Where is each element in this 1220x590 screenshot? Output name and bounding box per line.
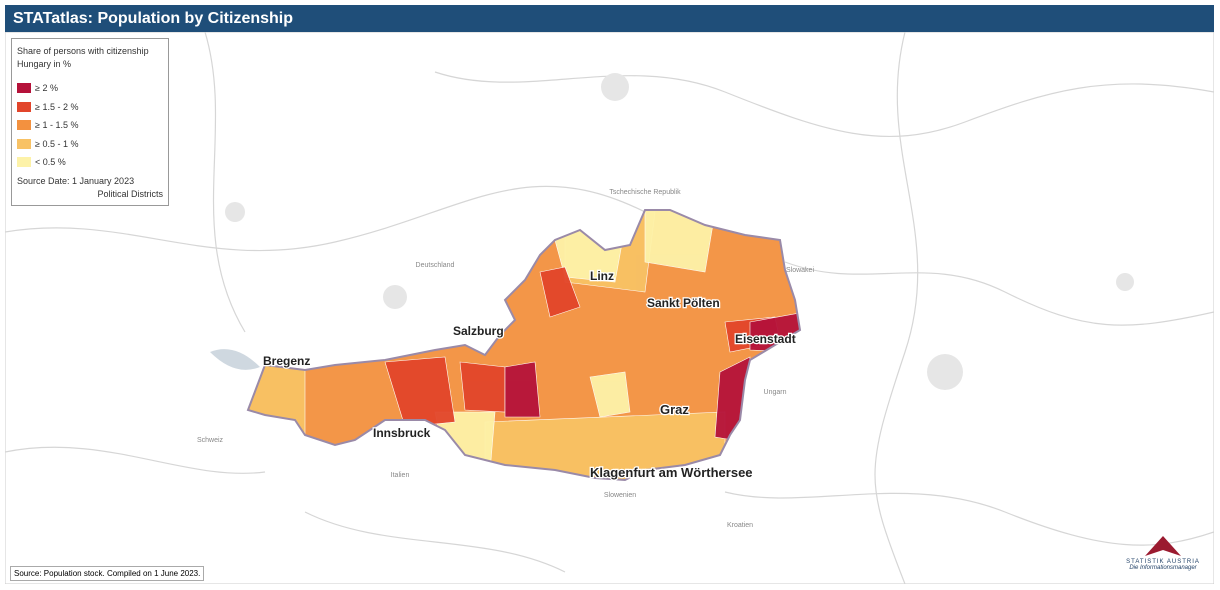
legend-swatch bbox=[17, 101, 31, 112]
city-label: Graz bbox=[660, 402, 689, 417]
logo-text: STATISTIK AUSTRIA bbox=[1126, 559, 1200, 565]
country-label: Tschechische Republik bbox=[609, 189, 681, 196]
legend-label: ≥ 1.5 - 2 % bbox=[35, 101, 79, 112]
legend-item: < 0.5 % bbox=[17, 153, 163, 172]
legend-label: ≥ 0.5 - 1 % bbox=[35, 138, 79, 149]
logo: STATISTIK AUSTRIA Die Informationsmanage… bbox=[1118, 535, 1208, 571]
legend-label: ≥ 2 % bbox=[35, 83, 58, 94]
country-label: Slowakei bbox=[786, 267, 814, 274]
unit: Political Districts bbox=[97, 188, 163, 199]
district-area bbox=[539, 266, 581, 318]
district-area bbox=[459, 361, 506, 413]
city-label: Linz bbox=[590, 269, 614, 283]
country-label: Slowenien bbox=[604, 492, 636, 499]
legend-swatch bbox=[17, 120, 31, 131]
district-area bbox=[384, 356, 456, 428]
legend-swatch bbox=[17, 138, 31, 149]
legend-item: ≥ 1 - 1.5 % bbox=[17, 116, 163, 135]
legend-item: ≥ 0.5 - 1 % bbox=[17, 135, 163, 154]
city-label: Eisenstadt bbox=[735, 332, 796, 346]
district-area bbox=[504, 361, 541, 418]
logo-icon bbox=[1145, 536, 1181, 556]
city-label: Klagenfurt am Wörthersee bbox=[590, 465, 753, 480]
legend-swatch bbox=[17, 157, 31, 168]
country-label: Italien bbox=[391, 472, 410, 479]
map: Deutschland Tschechische Republik Slowakei… bbox=[5, 32, 1214, 584]
legend-item: ≥ 1.5 - 2 % bbox=[17, 98, 163, 117]
title-bar: STATatlas: Population by Citizenship bbox=[5, 5, 1214, 32]
logo-tagline: Die Informationsmanager bbox=[1129, 565, 1197, 571]
country-label: Ungarn bbox=[764, 389, 787, 396]
legend: Share of persons with citizenship Hungar… bbox=[11, 38, 169, 206]
legend-title: Share of persons with citizenship Hungar… bbox=[17, 46, 149, 69]
city-label: Sankt Pölten bbox=[647, 296, 720, 310]
legend-item: ≥ 2 % bbox=[17, 79, 163, 98]
footer-source: Source: Population stock. Compiled on 1 … bbox=[10, 566, 205, 581]
district-area bbox=[589, 371, 631, 418]
legend-swatch bbox=[17, 83, 31, 94]
legend-label: < 0.5 % bbox=[35, 157, 66, 168]
source-date: Source Date: 1 January 2023 bbox=[17, 175, 135, 186]
title: STATatlas: Population by Citizenship bbox=[13, 10, 294, 27]
city-label: Salzburg bbox=[453, 324, 504, 338]
city-label: Innsbruck bbox=[373, 426, 431, 440]
country-label: Schweiz bbox=[197, 437, 224, 444]
legend-label: ≥ 1 - 1.5 % bbox=[35, 120, 79, 131]
country-label: Deutschland bbox=[416, 262, 455, 269]
country-label: Kroatien bbox=[727, 522, 753, 529]
city-label: Bregenz bbox=[263, 354, 310, 368]
